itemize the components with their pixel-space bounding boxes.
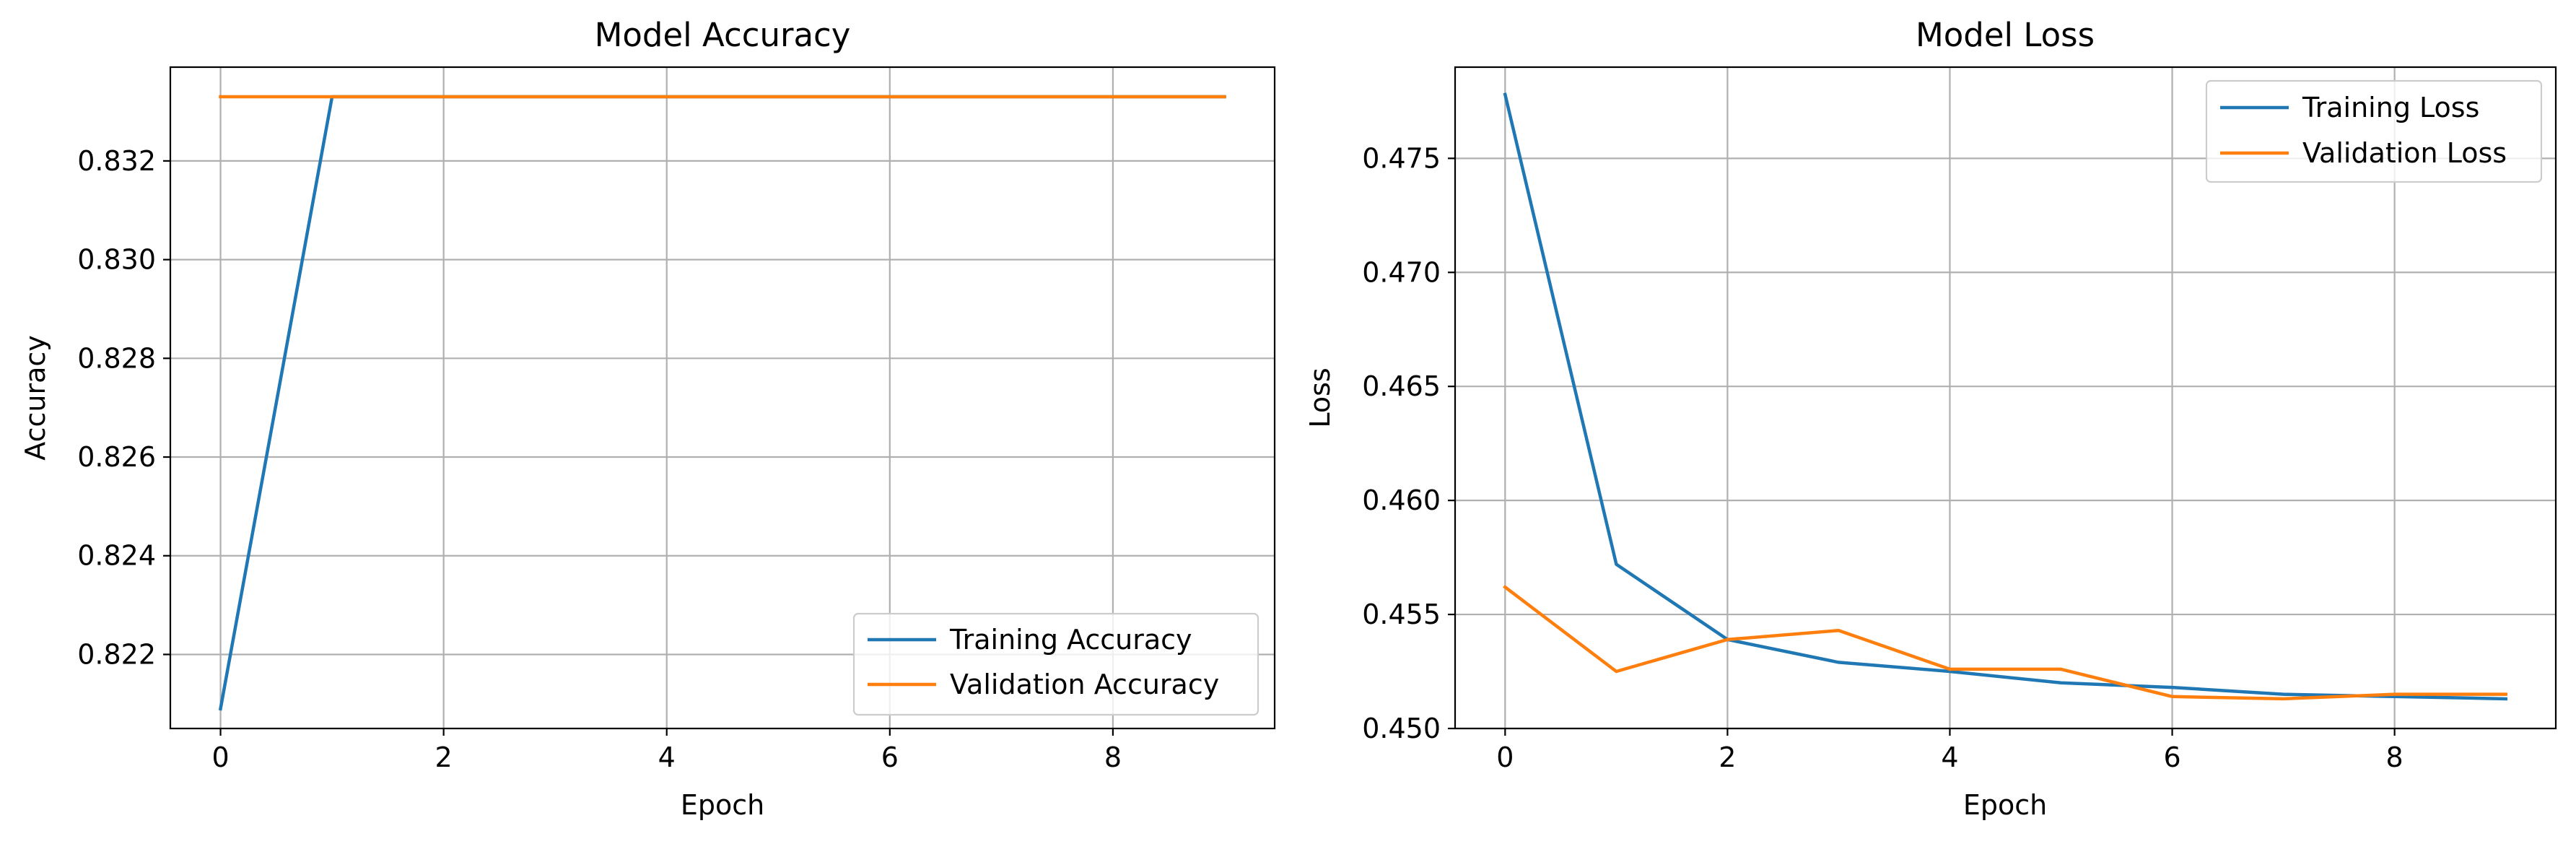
y-tick-label: 0.470 (1362, 256, 1441, 288)
series-group (218, 95, 1226, 711)
series-group (1503, 92, 2507, 701)
legend-label: Validation Loss (2302, 137, 2507, 169)
y-tick-label: 0.455 (1362, 599, 1441, 630)
chart-title: Model Loss (1916, 16, 2095, 54)
legend-label: Validation Accuracy (950, 669, 1219, 700)
x-ticks: 0 2 4 6 8 (1496, 728, 2403, 773)
x-tick-label: 8 (1104, 741, 1122, 773)
legend-label: Training Accuracy (949, 624, 1192, 656)
plot-frame (169, 66, 1276, 730)
y-tick-label: 0.824 (77, 540, 156, 572)
y-axis-label: Loss (1304, 367, 1336, 427)
y-tick-label: 0.450 (1362, 713, 1441, 744)
y-tick-label: 0.460 (1362, 484, 1441, 516)
y-tick-label: 0.832 (77, 145, 156, 177)
x-tick-label: 2 (1719, 741, 1736, 773)
x-ticks: 0 2 4 6 8 (211, 728, 1122, 773)
legend: Training Accuracy Validation Accuracy (852, 612, 1259, 716)
legend-label: Training Loss (2302, 92, 2479, 123)
x-tick-label: 2 (435, 741, 453, 773)
legend: Training Loss Validation Loss (2205, 79, 2543, 183)
x-tick-label: 4 (1941, 741, 1958, 773)
y-ticks: 0.822 0.824 0.826 0.828 0.830 0.832 (77, 145, 170, 670)
x-axis-label: Epoch (1963, 789, 2047, 821)
x-tick-label: 6 (2163, 741, 2180, 773)
series-line-training-loss (1503, 92, 2507, 701)
series-line-validation-loss (1503, 585, 2507, 701)
chart-title: Model Accuracy (595, 16, 851, 54)
y-tick-label: 0.830 (77, 244, 156, 276)
y-tick-label: 0.465 (1362, 370, 1441, 402)
legend-frame (2205, 79, 2543, 183)
y-axis-label: Accuracy (19, 335, 51, 461)
y-tick-label: 0.828 (77, 342, 156, 374)
y-tick-label: 0.475 (1362, 142, 1441, 174)
plot-frame (1454, 66, 2557, 730)
y-ticks: 0.450 0.455 0.460 0.465 0.470 0.475 (1362, 142, 1455, 744)
x-tick-label: 8 (2386, 741, 2403, 773)
x-tick-label: 0 (1496, 741, 1514, 773)
grid (170, 67, 1275, 728)
y-tick-label: 0.822 (77, 638, 156, 670)
legend-frame (852, 612, 1259, 716)
y-tick-label: 0.826 (77, 441, 156, 473)
x-tick-label: 0 (211, 741, 229, 773)
x-tick-label: 4 (658, 741, 676, 773)
x-axis-label: Epoch (681, 789, 764, 821)
x-tick-label: 6 (881, 741, 899, 773)
